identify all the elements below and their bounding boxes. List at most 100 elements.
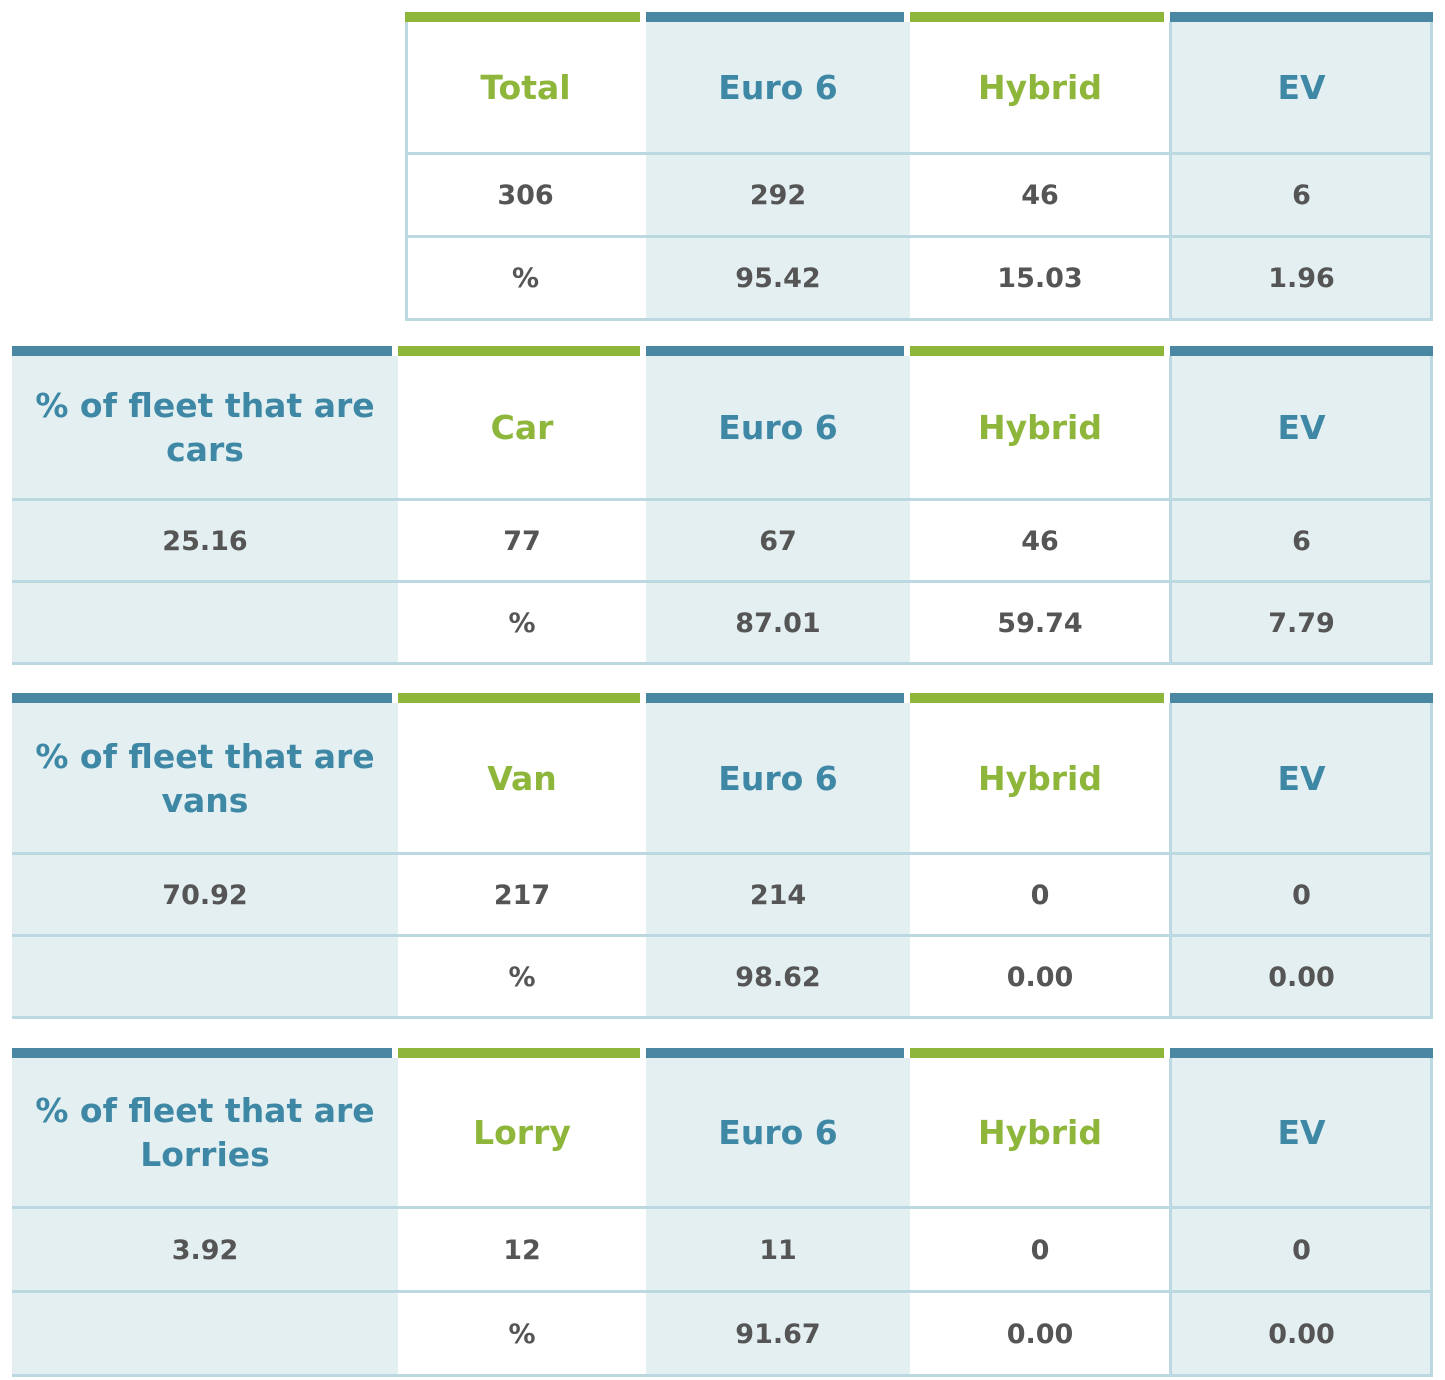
side-heading: % of fleet that are Lorries: [12, 1058, 398, 1208]
percent-cell: 98.62: [646, 936, 910, 1018]
count-cell: 67: [646, 500, 910, 582]
column-divider: [1169, 356, 1172, 664]
column-header-text: Lorry: [473, 1113, 571, 1152]
column-divider: [405, 22, 408, 320]
percent-cell: 0.00: [910, 1292, 1170, 1376]
percent-cell: 91.67: [646, 1292, 910, 1376]
count-value: 46: [1021, 180, 1059, 211]
header-accent-bar: [646, 346, 904, 356]
count-cell: 306: [405, 154, 646, 237]
percent-cell: 1.96: [1170, 237, 1433, 320]
column-header: Car: [398, 356, 646, 500]
column-header-text: EV: [1277, 408, 1326, 447]
side-heading: % of fleet that are vans: [12, 703, 398, 854]
count-value: 0: [1030, 879, 1050, 911]
percent-value: 98.62: [735, 961, 821, 993]
header-accent-bar: [12, 1048, 392, 1058]
header-accent-bar: [1170, 346, 1433, 356]
column-header-text: EV: [1277, 68, 1326, 107]
fleet-share-cell: 3.92: [12, 1208, 398, 1292]
percent-cell: %: [398, 1292, 646, 1376]
column-divider: [1169, 22, 1172, 320]
row-divider: [12, 1016, 1433, 1019]
header-accent-bar: [910, 693, 1164, 703]
side-heading: % of fleet that are cars: [12, 356, 398, 500]
column-header-text: Euro 6: [718, 68, 838, 107]
fleet-share-cell: 70.92: [12, 854, 398, 936]
column-header-text: Hybrid: [978, 1113, 1102, 1152]
percent-value: 0.00: [1268, 961, 1335, 993]
column-header: Hybrid: [910, 1058, 1170, 1208]
count-cell: 6: [1170, 500, 1433, 582]
header-accent-bar: [1170, 693, 1433, 703]
percent-cell: 0.00: [910, 936, 1170, 1018]
count-value: 6: [1292, 525, 1311, 557]
column-header-text: Euro 6: [718, 1113, 838, 1152]
header-accent-bar: [910, 12, 1164, 22]
column-header: Total: [405, 22, 646, 154]
count-value: 306: [497, 180, 554, 211]
percent-cell: 87.01: [646, 582, 910, 664]
percent-value: 59.74: [997, 607, 1083, 639]
percent-value: %: [511, 263, 540, 294]
column-shade: [1170, 703, 1433, 1018]
count-value: 214: [749, 879, 807, 911]
count-cell: 217: [398, 854, 646, 936]
column-header: Euro 6: [646, 22, 910, 154]
percent-value: 0.00: [1006, 961, 1074, 993]
column-header: Euro 6: [646, 356, 910, 500]
column-header: Euro 6: [646, 1058, 910, 1208]
percent-cell: %: [398, 936, 646, 1018]
column-shade: [646, 356, 910, 664]
column-shade: [12, 703, 398, 1018]
column-divider: [1169, 703, 1172, 1018]
count-value: 77: [503, 525, 541, 557]
percent-value: %: [508, 1318, 536, 1350]
header-accent-bar: [12, 346, 392, 356]
count-cell: 214: [646, 854, 910, 936]
column-header: EV: [1170, 1058, 1433, 1208]
column-shade: [1170, 1058, 1433, 1376]
column-header: EV: [1170, 703, 1433, 854]
count-cell: 0: [1170, 854, 1433, 936]
column-header-text: EV: [1277, 1113, 1326, 1152]
count-value: 217: [493, 879, 551, 911]
count-value: 0: [1030, 1234, 1050, 1266]
percent-value: 1.96: [1268, 263, 1335, 294]
header-accent-bar: [1170, 12, 1433, 22]
percent-cell: 15.03: [910, 237, 1170, 320]
percent-cell: 7.79: [1170, 582, 1433, 664]
column-divider: [1430, 356, 1433, 664]
column-header: Hybrid: [910, 22, 1170, 154]
column-header: Lorry: [398, 1058, 646, 1208]
header-accent-bar: [910, 346, 1164, 356]
count-value: 292: [749, 180, 807, 211]
count-cell: 0: [910, 1208, 1170, 1292]
count-value: 67: [759, 525, 797, 557]
row-divider: [405, 318, 1433, 321]
percent-value: %: [508, 961, 536, 993]
header-accent-bar: [12, 693, 392, 703]
column-shade: [646, 1058, 910, 1376]
percent-value: 0.00: [1006, 1318, 1074, 1350]
percent-value: 91.67: [735, 1318, 821, 1350]
header-accent-bar: [646, 693, 904, 703]
column-shade: [1170, 22, 1433, 320]
row-divider: [12, 662, 1433, 665]
column-header-text: Hybrid: [978, 408, 1102, 447]
percent-cell: 59.74: [910, 582, 1170, 664]
column-shade: [12, 356, 398, 664]
count-value: 0: [1292, 1234, 1311, 1266]
column-shade: [646, 703, 910, 1018]
row-divider: [12, 1290, 1433, 1293]
count-cell: 0: [910, 854, 1170, 936]
count-value: 0: [1292, 879, 1311, 911]
percent-value: 15.03: [997, 263, 1083, 294]
row-divider: [405, 235, 1433, 238]
column-header: Euro 6: [646, 703, 910, 854]
count-cell: 292: [646, 154, 910, 237]
percent-cell: %: [398, 582, 646, 664]
